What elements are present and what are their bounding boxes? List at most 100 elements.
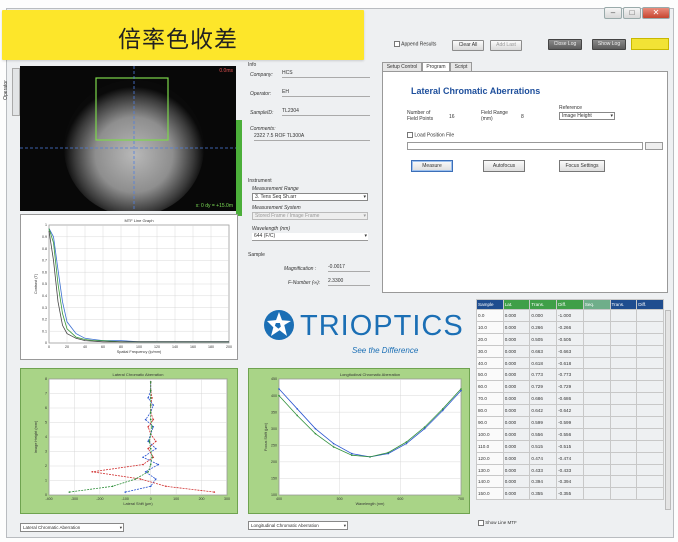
- y-tick-label: 2: [45, 464, 47, 468]
- table-row[interactable]: 10.0 0.000 0.266 -0.266: [476, 320, 664, 334]
- company-field[interactable]: HCS: [282, 70, 370, 78]
- data-point: [149, 447, 152, 450]
- comments-field[interactable]: 2322 7.5 ROF TL300A: [254, 133, 370, 141]
- y-tick-label: 1: [45, 223, 47, 227]
- x-tick-label: 160: [190, 345, 196, 349]
- append-results-toggle[interactable]: Append Results: [394, 41, 436, 47]
- field-points-value[interactable]: 16: [449, 114, 455, 120]
- table-row[interactable]: 30.0 0.000 0.663 -0.663: [476, 344, 664, 358]
- magnification-label: Magnification :: [284, 266, 317, 272]
- y-tick-label: 0.4: [42, 294, 47, 298]
- field-range-value[interactable]: 8: [521, 114, 524, 120]
- table-cell: 0.000: [502, 320, 531, 334]
- longitudinal-chart[interactable]: 400 500 600 700 100 150 200 250 300 350 400 450 Long…: [249, 369, 469, 513]
- reference-dropdown[interactable]: Image Height ▾: [559, 112, 615, 120]
- table-cell: 0.515: [529, 439, 558, 453]
- camera-position-readout: x: 0 dy = +15.0m: [195, 203, 233, 209]
- data-point: [149, 463, 152, 466]
- table-row[interactable]: 0.0 0.000 0.000 -1.000: [476, 309, 664, 322]
- table-cell: 0.000: [502, 404, 531, 418]
- show-mtf-toggle[interactable]: Show Line MTF: [478, 520, 517, 526]
- minimize-icon[interactable]: –: [604, 7, 622, 19]
- measurement-range-dropdown[interactable]: 3. Tens Seq Sh.arr ▾: [252, 193, 368, 201]
- x-tick-label: 60: [101, 345, 105, 349]
- data-point: [165, 485, 167, 488]
- maximize-icon[interactable]: □: [623, 7, 641, 19]
- focus-settings-button[interactable]: Focus Settings: [559, 160, 605, 172]
- column-header[interactable]: Trans.: [529, 299, 558, 310]
- measure-button[interactable]: Measure: [411, 160, 453, 172]
- operator-side-tab[interactable]: Operator: [3, 68, 20, 116]
- y-axis-label: Focus Shift (µm): [264, 422, 268, 451]
- load-position-checkbox[interactable]: [407, 132, 413, 138]
- y-tick-label: 0.6: [42, 270, 47, 274]
- table-row[interactable]: 80.0 0.000 0.642 -0.642: [476, 404, 664, 418]
- table-row[interactable]: 20.0 0.000 0.505 -0.505: [476, 332, 664, 346]
- data-point: [151, 397, 153, 399]
- longitudinal-view-dropdown[interactable]: Longitudinal Chromatic Aberration ▾: [248, 521, 348, 530]
- reference-value: Image Height: [562, 113, 592, 119]
- status-indicator: [631, 38, 669, 50]
- lateral-view-dropdown[interactable]: Lateral Chromatic Aberration ▾: [20, 523, 124, 532]
- y-tick-label: 0: [45, 493, 47, 497]
- table-row[interactable]: 140.0 0.000 0.394 -0.394: [476, 475, 664, 489]
- load-position-toggle[interactable]: Load Position File: [407, 132, 454, 138]
- lateral-chart-frame: -400 -300 -200 -100 0 100 200 300 0 1 2 3 4 5 6 7 8 Later…: [20, 368, 238, 514]
- browse-folder-icon[interactable]: [645, 142, 663, 150]
- column-header[interactable]: Trans.: [609, 299, 638, 310]
- autofocus-button[interactable]: Autofocus: [483, 160, 525, 172]
- data-point: [149, 397, 152, 399]
- camera-view[interactable]: 0.0ms x: 0 dy = +15.0m: [20, 66, 236, 211]
- column-header[interactable]: Sample: [476, 299, 504, 310]
- table-row[interactable]: 120.0 0.000 0.474 -0.474: [476, 451, 664, 465]
- field-points-label: Number of Field Points: [407, 110, 434, 122]
- data-point: [142, 456, 144, 459]
- close-log-button[interactable]: Close Log: [548, 39, 582, 50]
- table-row[interactable]: 60.0 0.000 0.729 -0.729: [476, 380, 664, 394]
- table-row[interactable]: 100.0 0.000 0.556 -0.556: [476, 427, 664, 441]
- add-last-button[interactable]: Add Last: [490, 40, 522, 51]
- table-row[interactable]: 40.0 0.000 0.618 -0.618: [476, 356, 664, 370]
- table-cell: [582, 332, 611, 346]
- column-header[interactable]: Lat.: [502, 299, 531, 310]
- clear-all-button[interactable]: Clear All: [452, 40, 484, 51]
- y-tick-label: 300: [271, 427, 277, 431]
- magnification-field[interactable]: -0.0017: [328, 264, 370, 272]
- wavelength-value: 644 (F/C): [254, 233, 276, 239]
- program-panel: Lateral Chromatic Aberrations Number of …: [382, 71, 668, 293]
- measurement-system-dropdown[interactable]: Stored Frame / Image Frame ▾: [252, 212, 368, 220]
- table-row[interactable]: 70.0 0.000 0.686 -0.686: [476, 392, 664, 406]
- sample-id-field[interactable]: TL2304: [282, 108, 370, 116]
- position-file-input[interactable]: [407, 142, 643, 150]
- table-cell: -0.394: [556, 475, 584, 489]
- lateral-chart[interactable]: -400 -300 -200 -100 0 100 200 300 0 1 2 3 4 5 6 7 8 Later…: [21, 369, 237, 513]
- column-header[interactable]: Diff.: [636, 299, 664, 310]
- data-point: [148, 440, 151, 443]
- mtf-chart[interactable]: 0 20 40 60 80 100 120 140 160 180 200 0 0.1 0.2 0.3 0.4…: [21, 215, 237, 359]
- y-tick-label: 4: [45, 435, 47, 439]
- data-point: [213, 491, 216, 493]
- table-row[interactable]: 90.0 0.000 0.599 -0.599: [476, 416, 664, 429]
- fnumber-field[interactable]: 2.3300: [328, 278, 370, 286]
- table-scrollbar[interactable]: [665, 310, 671, 510]
- close-icon[interactable]: ✕: [642, 7, 670, 19]
- column-header[interactable]: Diff.: [556, 299, 584, 310]
- x-axis-label: Spatial Frequency (lp/mm): [117, 350, 162, 354]
- table-row[interactable]: 150.0 0.000 0.355 -0.355: [476, 487, 664, 501]
- show-mtf-checkbox[interactable]: [478, 520, 484, 526]
- table-row[interactable]: 130.0 0.000 0.433 -0.433: [476, 463, 664, 477]
- table-row[interactable]: 50.0 0.000 0.773 -0.773: [476, 368, 664, 382]
- table-row[interactable]: 110.0 0.000 0.515 -0.515: [476, 439, 664, 453]
- data-point: [460, 388, 462, 390]
- series-line: [48, 230, 229, 343]
- table-cell: -1.000: [556, 309, 584, 322]
- table-cell: -0.686: [556, 392, 584, 406]
- x-tick-label: 20: [65, 345, 69, 349]
- chart-title: MTF Line Graph: [124, 218, 153, 223]
- table-cell: -0.642: [556, 404, 584, 418]
- wavelength-dropdown[interactable]: 644 (F/C) ▾: [252, 233, 368, 241]
- show-log-button[interactable]: Show Log: [592, 39, 626, 50]
- operator-field[interactable]: EH: [282, 89, 370, 97]
- append-results-checkbox[interactable]: [394, 41, 400, 47]
- column-header[interactable]: Seq.: [582, 299, 611, 310]
